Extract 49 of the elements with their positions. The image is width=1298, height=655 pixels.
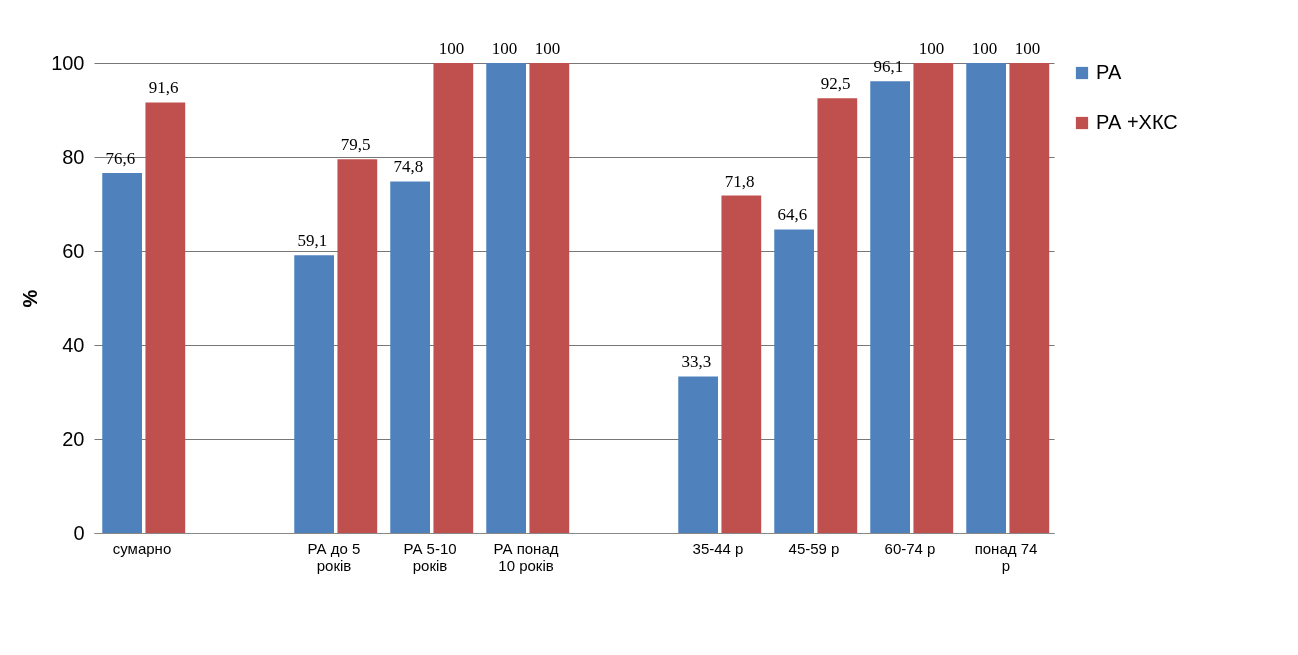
bar xyxy=(774,229,814,533)
data-label: 100 xyxy=(918,39,945,58)
y-tick-label: 100 xyxy=(51,51,85,74)
data-label: 92,5 xyxy=(820,74,851,94)
x-tick-label: РА понад 10 років xyxy=(493,539,559,574)
bar xyxy=(529,63,570,533)
y-tick-label: 20 xyxy=(62,427,85,450)
bar xyxy=(390,181,430,533)
x-tick-label: 45-59 р xyxy=(788,539,840,557)
data-label: 100 xyxy=(438,39,465,58)
y-tick-label: 60 xyxy=(62,239,85,262)
x-tick-label: 60-74 р xyxy=(884,539,936,557)
bar xyxy=(870,81,910,533)
data-label: 100 xyxy=(971,39,998,58)
bar xyxy=(913,63,954,533)
bar xyxy=(433,63,474,533)
legend-label: РА +ХКС xyxy=(1096,111,1178,133)
bar xyxy=(678,376,718,533)
x-tick-label: 35-44 р xyxy=(692,539,744,557)
data-label: 100 xyxy=(1014,39,1041,58)
data-label: 33,3 xyxy=(681,352,712,372)
data-label: 71,8 xyxy=(724,171,755,191)
data-label: 64,6 xyxy=(777,205,808,225)
legend-label: РА xyxy=(1096,61,1122,83)
x-tick-label: РА 5-10 років xyxy=(403,539,457,574)
y-axis-title: % xyxy=(19,289,42,308)
y-tick-label: 40 xyxy=(62,333,85,356)
data-label: 74,8 xyxy=(393,157,424,177)
bar xyxy=(337,159,378,533)
data-label: 59,1 xyxy=(297,231,328,251)
y-tick-label: 80 xyxy=(62,145,85,168)
x-tick-label: РА до 5 років xyxy=(307,539,361,574)
data-label: 79,5 xyxy=(340,135,371,155)
bar xyxy=(817,98,858,533)
data-label: 100 xyxy=(491,39,518,58)
bar xyxy=(294,255,334,533)
bar xyxy=(1009,63,1050,533)
bar xyxy=(721,195,762,533)
y-tick-label: 0 xyxy=(73,521,85,544)
x-tick-label: понад 74 р xyxy=(974,539,1038,574)
data-label: 100 xyxy=(534,39,561,58)
bar xyxy=(145,102,186,533)
data-label: 96,1 xyxy=(873,57,904,77)
bar xyxy=(102,172,142,533)
data-label: 91,6 xyxy=(148,78,179,98)
data-label: 76,6 xyxy=(105,148,136,168)
bar xyxy=(966,63,1006,533)
bar xyxy=(486,63,526,533)
x-tick-label: сумарно xyxy=(112,539,172,557)
